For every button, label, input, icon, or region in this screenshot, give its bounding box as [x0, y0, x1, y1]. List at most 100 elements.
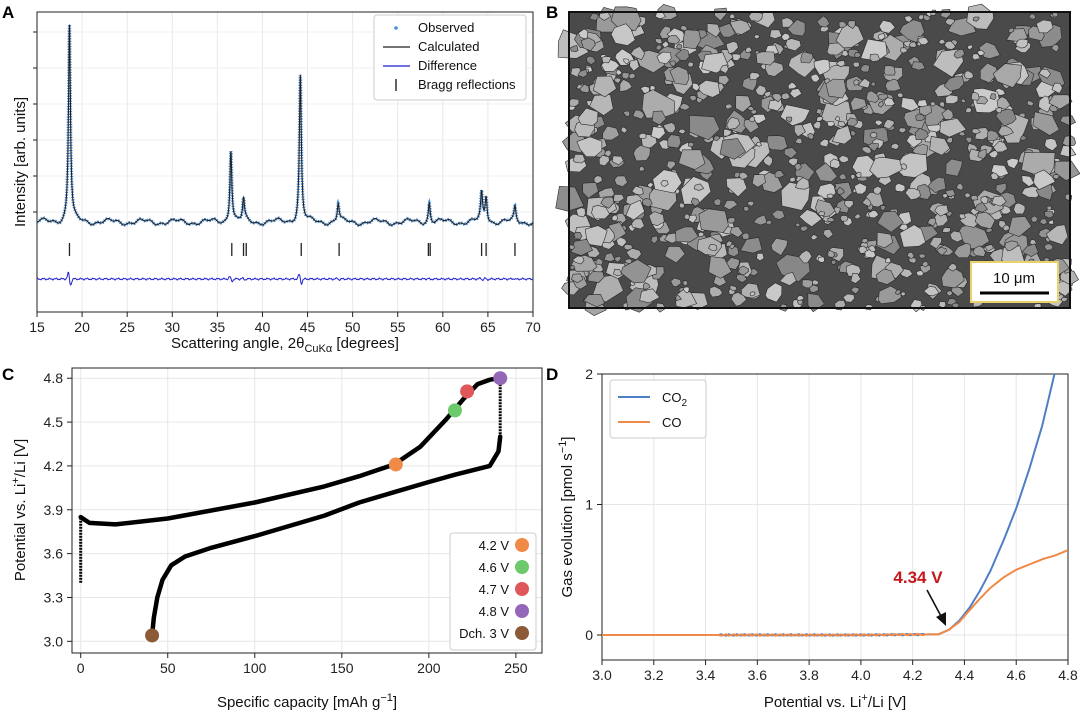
sem-grain [807, 132, 815, 140]
sem-grain [729, 19, 752, 35]
sem-grain [659, 25, 672, 40]
y-tick-label: 3.9 [44, 502, 64, 518]
scale-bar-label: 10 μm [993, 270, 1035, 287]
sem-grain [688, 141, 695, 148]
sem-grain [666, 160, 676, 171]
sem-grain [854, 171, 862, 179]
panel-c-xticks: 0 50 100 150 200 250 [77, 653, 528, 676]
sem-grain [650, 126, 666, 140]
sem-grain [767, 98, 783, 112]
legend-4-7v: 4.7 V [479, 582, 510, 597]
sem-grain [884, 78, 902, 92]
legend-dch-3v-marker [515, 626, 529, 640]
sem-grain [610, 23, 636, 46]
sem-grain [939, 117, 967, 138]
x-tick-label: 3.0 [592, 667, 612, 683]
sem-grain [842, 293, 855, 303]
sem-grain [956, 182, 964, 191]
sem-grain [992, 63, 1022, 89]
sem-grain [679, 25, 689, 32]
sem-grain [586, 55, 597, 65]
legend-dch-3v: Dch. 3 V [459, 626, 509, 641]
panel-label-c: C [2, 365, 14, 384]
sem-grain [1004, 240, 1019, 252]
sem-grain [1045, 224, 1069, 246]
sem-grain [1044, 211, 1054, 219]
sem-grain [979, 62, 999, 84]
sem-grain [801, 279, 813, 289]
sem-grain [771, 209, 786, 220]
panel-c-xlabel-end: ] [393, 694, 397, 711]
sem-grain [883, 97, 896, 107]
sem-grain [877, 33, 886, 41]
x-tick-label: 3.2 [644, 667, 664, 683]
sem-grain [810, 234, 818, 241]
sem-grain [836, 186, 845, 196]
sem-grain [748, 11, 764, 22]
sem-grain [861, 238, 869, 244]
sem-grain [837, 121, 847, 128]
sem-grain [587, 271, 605, 283]
sem-grain [976, 49, 986, 56]
sem-grain [614, 48, 635, 66]
sem-grain [762, 154, 773, 167]
sem-grain [830, 259, 837, 265]
panel-d-plot [602, 374, 1068, 637]
sem-grain [746, 200, 755, 207]
difference-series [37, 271, 533, 286]
sem-grain [1021, 243, 1039, 257]
x-tick-label: 50 [345, 319, 361, 335]
sem-grain [668, 60, 676, 68]
sem-grain [683, 213, 691, 220]
panel-d-yticks: 0 1 2 [585, 366, 602, 643]
sem-grain [592, 75, 617, 98]
sem-grain [883, 65, 896, 76]
sem-grain [1015, 38, 1029, 49]
sem-grain [934, 204, 949, 217]
sem-grain [958, 213, 966, 220]
sem-grain [829, 158, 841, 169]
scale-bar-box [970, 261, 1059, 303]
sem-grain [854, 51, 862, 58]
sem-grain [944, 18, 955, 26]
legend-observed: Observed [418, 20, 474, 35]
sem-grain [591, 205, 610, 220]
sem-grain [687, 61, 694, 68]
sem-grain [709, 286, 723, 298]
panel-label-d: D [546, 365, 558, 384]
sem-grain [942, 227, 951, 233]
sem-grain [1059, 145, 1077, 158]
charge-series [78, 375, 503, 527]
sem-grain [978, 41, 1001, 59]
sem-grain [1002, 224, 1010, 232]
sem-grain [745, 46, 753, 53]
sem-grain [827, 249, 836, 258]
sem-grain [771, 93, 783, 103]
x-tick-label: 4.4 [955, 667, 975, 683]
sem-grain [838, 155, 850, 164]
legend-co2-base: CO [662, 390, 682, 405]
sem-grain [755, 51, 776, 66]
sem-grain [970, 194, 979, 201]
sem-grain [825, 78, 847, 99]
sem-grain [692, 82, 701, 92]
sem-grain [850, 129, 857, 137]
sem-grain [1043, 243, 1054, 251]
sem-grain [853, 79, 860, 86]
x-tick-label: 200 [417, 660, 441, 676]
sem-grain [991, 195, 1007, 207]
sem-grain [737, 265, 749, 275]
sem-grain [683, 286, 690, 293]
sem-grain [861, 146, 872, 155]
sem-grain [810, 73, 821, 83]
sem-grain [611, 214, 618, 222]
sem-grain [764, 282, 783, 303]
sem-grain [787, 157, 799, 166]
sem-grain [971, 128, 981, 135]
sem-grain [780, 92, 791, 100]
panel-d-ylabel-a: Gas evolution [pmol s [559, 453, 576, 597]
sem-grain [870, 81, 876, 87]
legend-co: CO [662, 415, 682, 430]
sem-grain [972, 16, 980, 22]
x-tick-label: 150 [330, 660, 354, 676]
